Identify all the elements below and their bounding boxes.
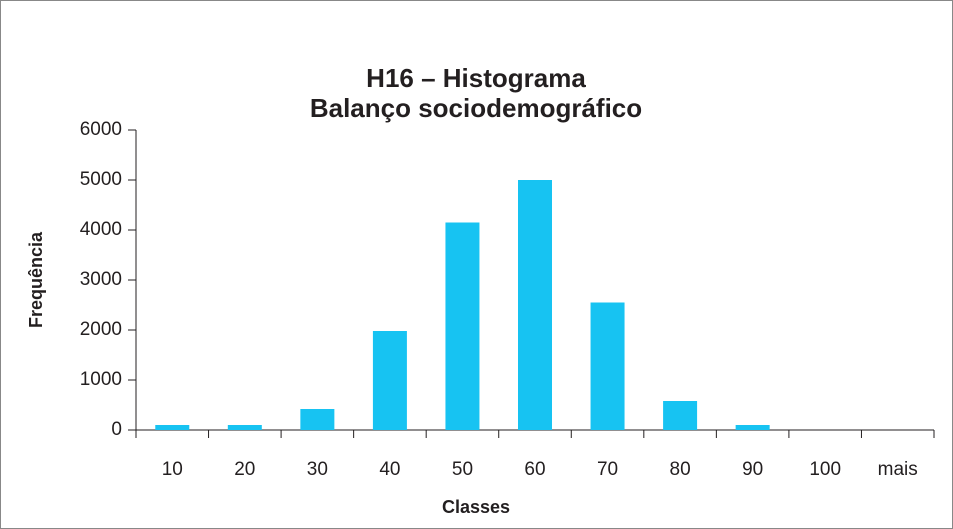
x-tick-label: 100 [809, 459, 841, 480]
x-tick-label: 70 [597, 459, 618, 480]
x-tick-label: 10 [162, 459, 183, 480]
x-tick-label: 40 [379, 459, 400, 480]
y-tick-label: 4000 [80, 219, 122, 240]
bar [372, 331, 407, 430]
y-axis-title: Frequência [26, 231, 46, 328]
y-tick-label: 3000 [80, 269, 122, 290]
y-tick-label: 5000 [80, 169, 122, 190]
y-tick-label: 0 [111, 419, 122, 440]
chart-title: H16 – Histograma [366, 63, 586, 93]
y-tick-label: 1000 [80, 369, 122, 390]
bar [445, 222, 480, 430]
bar [155, 425, 190, 430]
x-tick-label: 90 [742, 459, 763, 480]
y-tick-label: 6000 [80, 119, 122, 140]
x-tick-label: 50 [452, 459, 473, 480]
x-tick-label: mais [878, 459, 918, 480]
bar [663, 401, 698, 430]
bar [227, 425, 262, 430]
bar [735, 425, 770, 430]
x-tick-label: 60 [524, 459, 545, 480]
x-tick-label: 20 [234, 459, 255, 480]
chart-subtitle: Balanço sociodemográfico [310, 93, 642, 123]
bar [518, 180, 552, 430]
y-tick-label: 2000 [80, 319, 122, 340]
x-tick-label: 80 [670, 459, 691, 480]
bar [590, 302, 625, 430]
x-tick-label: 30 [307, 459, 328, 480]
bar [300, 409, 335, 430]
x-axis-title: Classes [442, 497, 510, 517]
